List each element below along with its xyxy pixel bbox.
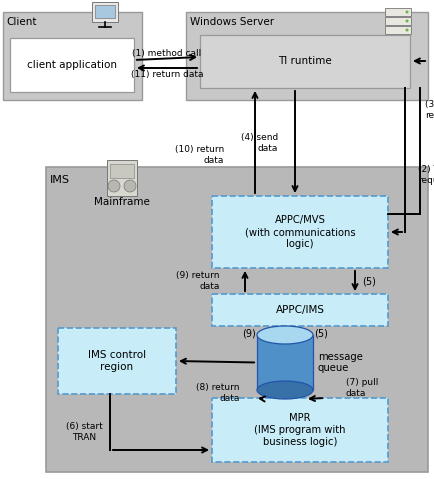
Text: APPC/MVS
(with communications
logic): APPC/MVS (with communications logic) (245, 216, 355, 249)
Ellipse shape (405, 11, 408, 13)
Text: (9) return
data: (9) return data (177, 271, 220, 291)
Bar (186, 12, 428, 100)
Bar (110, 164, 134, 178)
Text: MPR
(IMS program with
business logic): MPR (IMS program with business logic) (254, 413, 346, 446)
Text: (5): (5) (362, 276, 376, 286)
Bar (212, 398, 388, 462)
Text: client application: client application (27, 60, 117, 70)
Text: (6) start
TRAN: (6) start TRAN (66, 422, 102, 442)
Text: (1) method call: (1) method call (132, 48, 202, 57)
Ellipse shape (405, 20, 408, 23)
Text: (11) return data: (11) return data (131, 69, 203, 79)
Bar (107, 160, 137, 196)
Bar (385, 26, 411, 34)
Bar (212, 294, 388, 326)
Text: Windows Server: Windows Server (190, 17, 274, 27)
Text: APPC/IMS: APPC/IMS (276, 305, 325, 315)
Text: Client: Client (6, 17, 36, 27)
Bar (46, 167, 428, 472)
Text: (2) TP
request: (2) TP request (418, 165, 434, 185)
Ellipse shape (124, 180, 136, 192)
Bar (10, 38, 134, 92)
Bar (257, 335, 313, 390)
Text: TI runtime: TI runtime (278, 56, 332, 66)
Text: message
queue: message queue (318, 352, 363, 373)
Text: (8) return
data: (8) return data (197, 383, 240, 403)
Text: (4) send
data: (4) send data (241, 133, 278, 153)
Bar (212, 196, 388, 268)
Ellipse shape (257, 381, 313, 399)
Text: (9): (9) (242, 328, 256, 338)
Text: (3) TP
reply: (3) TP reply (425, 100, 434, 120)
Bar (385, 17, 411, 25)
Text: (5): (5) (314, 328, 328, 338)
Text: Mainframe: Mainframe (94, 197, 150, 207)
Bar (385, 8, 411, 16)
Ellipse shape (108, 180, 120, 192)
Text: IMS control
region: IMS control region (88, 350, 146, 372)
Bar (95, 5, 115, 18)
Bar (92, 2, 118, 22)
Ellipse shape (405, 28, 408, 32)
Ellipse shape (257, 326, 313, 344)
Text: (7) pull
data: (7) pull data (346, 378, 378, 398)
Text: (10) return
data: (10) return data (175, 145, 224, 165)
Bar (3, 12, 142, 100)
Bar (200, 35, 410, 88)
Text: IMS: IMS (50, 175, 70, 185)
Bar (58, 328, 176, 394)
